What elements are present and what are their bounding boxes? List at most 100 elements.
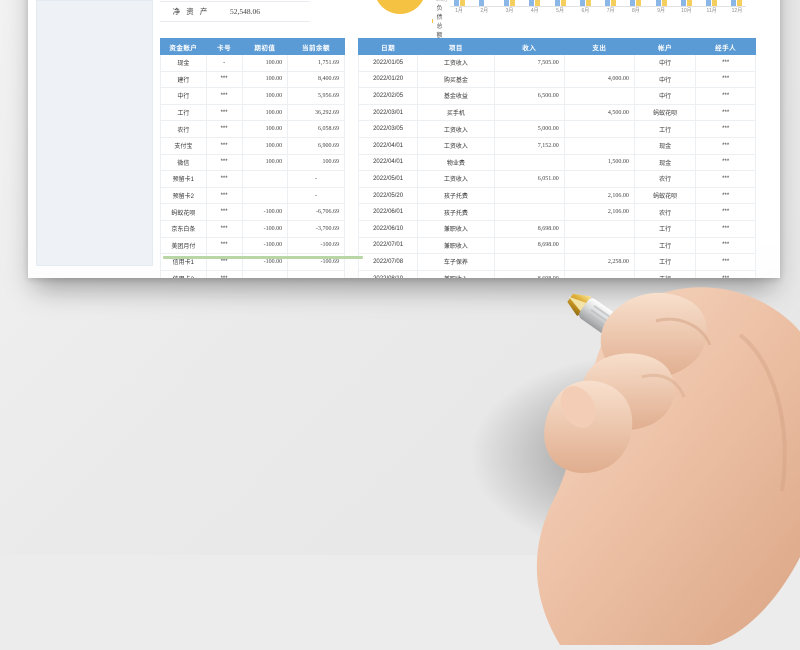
table-cell: 中行 xyxy=(633,87,697,105)
table-row: 美团月付 *** -100.00 -100.69 xyxy=(160,236,345,255)
table-cell: *** xyxy=(205,186,243,205)
bar-收入 xyxy=(605,0,611,6)
table-row: 微信 *** 100.00 100.69 xyxy=(160,153,345,172)
assets-liabilities-pie-chart: 86% 资产总额 负债总额 xyxy=(374,0,442,39)
bar-支出 xyxy=(585,0,591,6)
table-cell: 100.00 xyxy=(241,120,289,138)
table-cell: 2022/04/01 xyxy=(357,153,419,172)
x-tick-label: 2月 xyxy=(480,8,489,14)
summary-row-net-assets: 净 资 产 52,548.06 xyxy=(160,2,310,22)
summary-label: 净 资 产 xyxy=(172,7,210,16)
table-cell: 兼职收入 xyxy=(417,236,495,255)
table-cell: 4,000.00 xyxy=(563,70,635,89)
table-cell: 中行 xyxy=(160,87,207,105)
table-cell xyxy=(493,103,565,122)
table-cell: 2022/05/20 xyxy=(357,186,419,205)
table-cell: 6,900.69 xyxy=(287,136,345,155)
bar-支出 xyxy=(712,0,718,6)
table-row: 预留卡2 *** - xyxy=(160,186,345,205)
table-cell: 2022/06/01 xyxy=(357,203,419,221)
bar-收入 xyxy=(504,0,510,6)
table-cell: 现金 xyxy=(633,153,697,172)
x-tick-label: 7月 xyxy=(606,8,615,14)
table-cell: 2022/02/05 xyxy=(357,87,419,105)
x-tick-label: 12月 xyxy=(731,8,743,14)
table-cell: *** xyxy=(205,120,243,138)
bar-group xyxy=(501,0,519,6)
bar-group xyxy=(450,0,468,6)
table-cell: *** xyxy=(695,170,756,188)
table-cell: 6,051.00 xyxy=(493,170,565,188)
bar-chart-x-axis: 1月 2月 3月 4月 5月 6月 7月 8月 9月 10月 11月 12月 xyxy=(450,7,746,14)
table-cell: - xyxy=(287,186,345,205)
table-cell: *** xyxy=(695,54,756,72)
table-cell: *** xyxy=(205,153,243,172)
bar-收入 xyxy=(453,0,459,6)
table-cell: 农行 xyxy=(633,203,697,221)
table-header-row: 日期 项目 收入 支出 帐户 经手人 xyxy=(357,38,756,55)
table-cell: 工资收入 xyxy=(417,54,495,72)
table-cell: 8,698.00 xyxy=(493,219,565,238)
table-row: 2022/06/10 兼职收入 8,698.00 工行 *** xyxy=(357,219,756,238)
column-header: 期初值 xyxy=(241,38,289,55)
table-cell: 100.00 xyxy=(241,54,289,72)
bar-收入 xyxy=(554,0,560,6)
table-cell: 农行 xyxy=(633,170,697,188)
bar-收入 xyxy=(706,0,712,6)
accounts-table-body: 现金 -100.00 1,751.69 建行 *** 100.00 8,400.69 中行 **… xyxy=(160,54,345,278)
table-cell: 100.00 xyxy=(241,87,289,105)
table-cell: -100.00 xyxy=(241,236,289,255)
table-cell: *** xyxy=(205,70,243,89)
bar-收入 xyxy=(655,0,661,6)
table-cell: 物业费 xyxy=(417,153,495,172)
table-cell: - xyxy=(205,54,243,72)
table-cell: 预留卡2 xyxy=(160,186,207,205)
spreadsheet-page: 负债总额 -19,606.09 净 资 产 52,548.06 86% 资产总额… xyxy=(28,0,780,278)
table-cell: 36,292.69 xyxy=(287,103,345,122)
bar-支出 xyxy=(560,0,566,6)
table-cell xyxy=(563,170,635,188)
table-cell: 中行 xyxy=(633,54,697,72)
x-tick-label: 1月 xyxy=(455,8,463,14)
table-cell: 工资收入 xyxy=(417,120,495,138)
table-cell: - xyxy=(287,269,345,278)
table-row: 京东白条 *** -100.00 -3,700.69 xyxy=(160,219,345,238)
table-row: 现金 -100.00 1,751.69 xyxy=(160,54,345,72)
y-tick-label: 0.0万 xyxy=(436,0,448,3)
x-tick-label: 9月 xyxy=(657,8,666,14)
column-header: 收入 xyxy=(493,38,565,55)
table-cell: *** xyxy=(205,136,243,155)
table-cell: *** xyxy=(695,70,756,89)
table-row: 2022/04/01 工资收入 7,152.00 现金 *** xyxy=(357,136,756,155)
bar-group xyxy=(703,0,721,6)
table-cell: -100.00 xyxy=(241,203,289,221)
table-cell: *** xyxy=(695,120,756,138)
table-cell: 孩子托费 xyxy=(417,203,495,221)
table-cell: 4,500.00 xyxy=(563,103,635,122)
column-header: 卡号 xyxy=(205,38,243,55)
table-cell: 工行 xyxy=(633,269,697,278)
printed-report-sheet: 负债总额 -19,606.09 净 资 产 52,548.06 86% 资产总额… xyxy=(28,0,780,278)
bar-group xyxy=(576,0,594,6)
table-cell xyxy=(563,269,635,278)
table-row: 农行 *** 100.00 6,058.69 xyxy=(160,120,345,138)
table-cell: 6,058.69 xyxy=(287,120,345,138)
table-row: 2022/05/01 工资收入 6,051.00 农行 *** xyxy=(357,170,756,188)
column-header: 资金账户 xyxy=(160,38,207,55)
table-cell: *** xyxy=(205,103,243,122)
pie-legend: 资产总额 负债总额 xyxy=(432,0,445,42)
table-row: 预留卡1 *** - xyxy=(160,170,345,188)
bar-group xyxy=(728,0,746,6)
table-header-row: 资金账户 卡号 期初值 当前余额 xyxy=(160,38,345,55)
table-cell: 现金 xyxy=(633,136,697,155)
table-cell: 工行 xyxy=(160,103,207,122)
table-cell: 100.69 xyxy=(287,153,345,172)
x-tick-label: 3月 xyxy=(505,8,514,14)
table-cell: 基金收益 xyxy=(417,87,495,105)
table-cell: *** xyxy=(695,153,756,172)
column-header: 项目 xyxy=(417,38,495,55)
table-cell: 工行 xyxy=(633,253,697,271)
x-tick-label: 6月 xyxy=(581,8,590,14)
x-tick-label: 5月 xyxy=(556,8,564,14)
table-cell: 车子保养 xyxy=(417,253,495,271)
